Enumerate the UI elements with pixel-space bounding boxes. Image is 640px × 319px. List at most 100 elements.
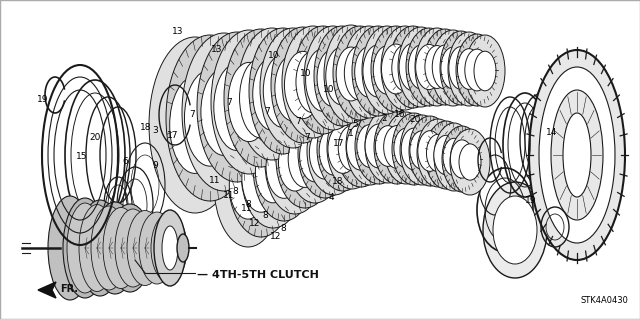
Text: 17: 17 <box>167 131 179 140</box>
Text: 10: 10 <box>323 85 334 94</box>
Ellipse shape <box>373 46 401 94</box>
Ellipse shape <box>458 49 481 89</box>
Ellipse shape <box>282 26 344 138</box>
Ellipse shape <box>410 131 434 169</box>
Text: 11: 11 <box>223 191 235 200</box>
Ellipse shape <box>228 119 294 237</box>
Ellipse shape <box>423 29 467 105</box>
Ellipse shape <box>442 126 482 192</box>
Text: 13: 13 <box>211 45 222 54</box>
Ellipse shape <box>357 124 383 167</box>
Ellipse shape <box>237 28 307 160</box>
Ellipse shape <box>365 124 393 168</box>
Ellipse shape <box>271 27 335 143</box>
Ellipse shape <box>48 196 92 300</box>
Ellipse shape <box>415 28 459 106</box>
Ellipse shape <box>432 45 458 89</box>
Ellipse shape <box>115 209 151 287</box>
Text: 7: 7 <box>227 98 232 107</box>
Ellipse shape <box>229 151 267 219</box>
Text: 17: 17 <box>333 139 345 148</box>
Ellipse shape <box>392 113 436 185</box>
Ellipse shape <box>79 204 115 292</box>
Ellipse shape <box>441 47 465 89</box>
Ellipse shape <box>278 135 312 191</box>
Ellipse shape <box>398 27 444 107</box>
Text: 12: 12 <box>249 219 260 228</box>
Ellipse shape <box>381 26 429 110</box>
Ellipse shape <box>319 127 349 175</box>
Ellipse shape <box>551 90 603 220</box>
Ellipse shape <box>127 211 163 286</box>
Ellipse shape <box>288 130 322 188</box>
Ellipse shape <box>314 26 370 126</box>
Text: 8: 8 <box>281 224 286 233</box>
Ellipse shape <box>449 47 473 89</box>
Ellipse shape <box>260 28 326 148</box>
Ellipse shape <box>415 44 442 90</box>
Ellipse shape <box>539 67 615 243</box>
Ellipse shape <box>474 51 496 91</box>
Text: 11: 11 <box>241 204 252 213</box>
Text: 8: 8 <box>233 187 238 196</box>
Ellipse shape <box>300 130 330 182</box>
Ellipse shape <box>426 134 449 172</box>
Ellipse shape <box>563 113 591 197</box>
Ellipse shape <box>170 77 220 174</box>
Ellipse shape <box>151 213 187 283</box>
Ellipse shape <box>400 115 444 185</box>
Ellipse shape <box>425 121 467 189</box>
Ellipse shape <box>201 69 247 155</box>
Text: 13: 13 <box>172 27 184 36</box>
Ellipse shape <box>339 125 365 171</box>
Text: 8: 8 <box>246 200 251 209</box>
Text: 11: 11 <box>209 176 220 185</box>
Ellipse shape <box>317 107 369 191</box>
Ellipse shape <box>255 141 291 203</box>
Text: — 4TH-5TH CLUTCH: — 4TH-5TH CLUTCH <box>197 270 319 280</box>
Ellipse shape <box>327 107 377 189</box>
Text: 19: 19 <box>37 95 49 104</box>
Ellipse shape <box>352 26 404 116</box>
Ellipse shape <box>91 206 127 290</box>
Ellipse shape <box>434 135 458 175</box>
Ellipse shape <box>149 37 241 213</box>
Ellipse shape <box>253 113 315 221</box>
Text: 18: 18 <box>140 123 152 132</box>
Ellipse shape <box>434 123 474 191</box>
Ellipse shape <box>328 125 358 173</box>
Ellipse shape <box>304 26 362 130</box>
Ellipse shape <box>459 144 481 180</box>
Ellipse shape <box>93 202 137 294</box>
Text: 10: 10 <box>300 69 312 78</box>
Ellipse shape <box>418 131 442 171</box>
Ellipse shape <box>374 110 420 184</box>
Ellipse shape <box>284 51 321 119</box>
Ellipse shape <box>276 110 334 208</box>
Ellipse shape <box>249 28 317 154</box>
Ellipse shape <box>265 112 325 214</box>
Ellipse shape <box>275 55 311 121</box>
Ellipse shape <box>363 45 393 97</box>
Text: 2: 2 <box>381 114 387 122</box>
Ellipse shape <box>162 226 178 270</box>
Ellipse shape <box>346 124 376 170</box>
Polygon shape <box>38 282 56 298</box>
Ellipse shape <box>365 109 411 183</box>
Ellipse shape <box>392 45 418 91</box>
Ellipse shape <box>307 107 361 195</box>
Ellipse shape <box>408 45 434 89</box>
Ellipse shape <box>324 25 378 123</box>
Ellipse shape <box>346 107 394 185</box>
Ellipse shape <box>465 35 505 107</box>
Text: 16: 16 <box>394 110 406 119</box>
Text: 20: 20 <box>89 133 100 142</box>
Text: 9: 9 <box>153 161 158 170</box>
Ellipse shape <box>355 108 403 184</box>
Ellipse shape <box>139 212 175 284</box>
Ellipse shape <box>443 138 465 176</box>
Ellipse shape <box>362 26 412 114</box>
Ellipse shape <box>344 46 376 100</box>
Ellipse shape <box>336 107 386 187</box>
Ellipse shape <box>63 198 107 298</box>
